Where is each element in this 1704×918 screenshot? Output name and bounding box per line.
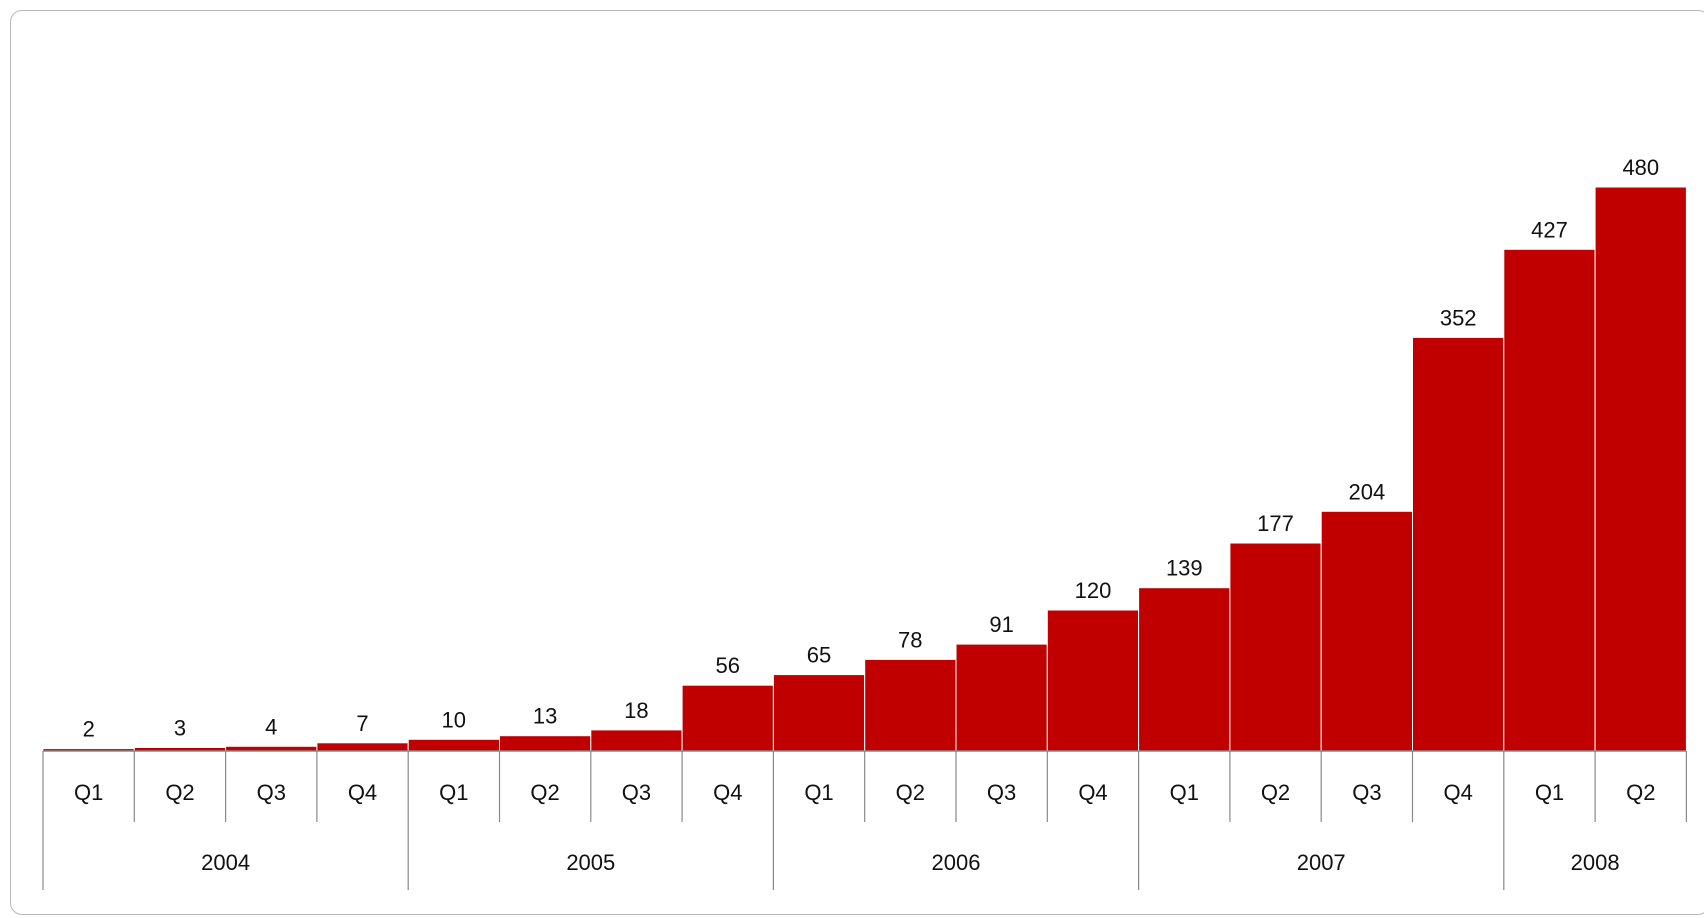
bar-value-label-8: 65 xyxy=(807,643,831,668)
quarter-label-14: Q3 xyxy=(1352,780,1381,805)
bar-value-label-0: 2 xyxy=(83,717,95,742)
quarter-label-8: Q1 xyxy=(804,780,833,805)
quarter-label-15: Q4 xyxy=(1444,780,1473,805)
quarter-label-10: Q3 xyxy=(987,780,1016,805)
category-axis: Q1 Q2 Q3 Q4 Q1 Q2 Q3 Q4 Q1 Q2 Q3 Q4 Q1 Q2 Q3 Q4 Q1 Q2 2004… xyxy=(42,750,1688,890)
bar-15 xyxy=(1412,336,1505,752)
bar-value-label-15: 352 xyxy=(1440,305,1477,330)
bar-value-label-12: 139 xyxy=(1166,556,1203,581)
bar-9 xyxy=(864,658,957,752)
bar-value-label-13: 177 xyxy=(1257,511,1294,536)
value-labels-layer: 2 3 4 7 10 13 18 56 65 78 91 120 139 177 204 352 427 480 xyxy=(83,155,1660,742)
year-label-2005: 2005 xyxy=(566,850,615,875)
bar-value-label-17: 480 xyxy=(1622,155,1659,180)
quarter-label-2: Q3 xyxy=(257,780,286,805)
quarter-label-16: Q1 xyxy=(1535,780,1564,805)
bar-12 xyxy=(1138,587,1231,752)
bar-value-label-5: 13 xyxy=(533,704,557,729)
bar-value-label-11: 120 xyxy=(1075,578,1112,603)
bar-14 xyxy=(1320,510,1413,752)
bar-17 xyxy=(1594,186,1687,752)
quarter-label-17: Q2 xyxy=(1626,780,1655,805)
quarter-label-4: Q1 xyxy=(439,780,468,805)
bar-16 xyxy=(1503,248,1596,752)
quarter-label-6: Q3 xyxy=(622,780,651,805)
bar-13 xyxy=(1229,542,1322,752)
year-label-2006: 2006 xyxy=(932,850,981,875)
year-label-2008: 2008 xyxy=(1571,850,1620,875)
bar-value-label-6: 18 xyxy=(624,698,648,723)
bar-value-label-1: 3 xyxy=(174,716,186,741)
bar-value-label-16: 427 xyxy=(1531,217,1568,242)
quarter-label-1: Q2 xyxy=(165,780,194,805)
bar-value-label-10: 91 xyxy=(989,612,1013,637)
bar-10 xyxy=(955,643,1048,752)
quarter-label-7: Q4 xyxy=(713,780,742,805)
quarter-label-13: Q2 xyxy=(1261,780,1290,805)
quarter-label-9: Q2 xyxy=(896,780,925,805)
quarter-label-12: Q1 xyxy=(1170,780,1199,805)
quarter-label-0: Q1 xyxy=(74,780,103,805)
bar-value-label-3: 7 xyxy=(356,711,368,736)
bar-value-label-14: 204 xyxy=(1349,479,1386,504)
year-label-2007: 2007 xyxy=(1297,850,1346,875)
quarter-label-3: Q4 xyxy=(348,780,377,805)
bar-6 xyxy=(590,729,683,752)
bar-value-label-7: 56 xyxy=(716,653,740,678)
bar-value-label-4: 10 xyxy=(442,707,466,732)
bar-7 xyxy=(681,684,774,752)
bars-layer xyxy=(42,186,1687,752)
bar-value-label-2: 4 xyxy=(265,714,277,739)
bar-3 xyxy=(316,742,409,752)
bar-5 xyxy=(499,735,592,752)
bar-4 xyxy=(407,738,501,752)
quarter-label-5: Q2 xyxy=(530,780,559,805)
year-label-2004: 2004 xyxy=(201,850,250,875)
bar-11 xyxy=(1046,609,1140,752)
quarter-label-11: Q4 xyxy=(1078,780,1107,805)
bar-value-label-9: 78 xyxy=(898,627,922,652)
bar-8 xyxy=(772,674,866,752)
